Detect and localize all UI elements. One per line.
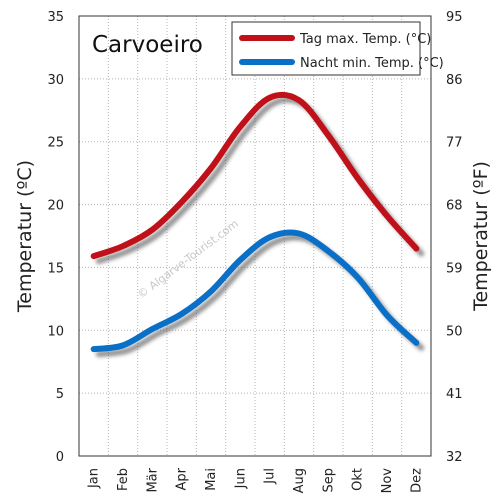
x-tick-label: Okt [351,468,366,491]
series-lines [90,91,425,358]
y-tick-label-right: 59 [446,261,463,276]
y-tick-label-right: 50 [446,324,463,339]
x-axis-ticks: Jan Feb Mär Apr Mai Jun Jul Aug Sep Okt Nov Dez [87,467,425,493]
y-axis-title-left: Temperatur (ºC) [14,160,36,313]
y-tick-label-right: 95 [446,10,463,25]
plot-frame [78,15,432,457]
legend-label-1: Tag max. Temp. (°C) [299,32,431,47]
x-tick-label: Dez [409,468,424,493]
y-tick-label-left: 30 [47,73,64,88]
y-axis-title-right: Temperatur (ºF) [470,161,492,312]
y-tick-label-left: 0 [56,450,64,465]
chart-title: Carvoeiro [92,32,203,58]
y-tick-label-left: 20 [47,199,64,214]
x-tick-label: Nov [380,468,395,494]
y-tick-label-right: 86 [446,73,463,88]
x-tick-label: Jun [233,468,248,489]
x-tick-label: Feb [116,468,131,491]
y-tick-label-left: 35 [47,10,64,25]
y-tick-label-left: 5 [56,387,64,402]
y-tick-label-right: 68 [446,199,463,214]
gridlines [79,16,431,456]
y-tick-label-right: 41 [446,387,463,402]
y-tick-label-left: 10 [47,324,64,339]
right-axis-ticks: 32 41 50 59 68 77 86 95 [446,10,463,465]
y-tick-label-left: 15 [47,261,64,276]
left-axis-ticks: 0 5 10 15 20 25 30 35 [47,10,64,465]
x-tick-label: Apr [175,467,190,490]
x-tick-label: Jan [87,468,102,489]
x-tick-label: Mai [204,468,219,491]
x-tick-label: Jul [263,468,278,485]
y-tick-label-right: 77 [446,136,463,151]
x-tick-label: Sep [321,468,336,493]
x-tick-label: Aug [292,468,307,493]
x-tick-label: Mär [145,467,160,492]
legend-box [231,21,421,76]
legend: Tag max. Temp. (°C) Nacht min. Temp. (°C) [231,21,444,76]
series-line-2 [90,229,420,353]
y-tick-label-left: 25 [47,136,64,151]
y-tick-label-right: 32 [446,450,463,465]
series-line-1 [90,91,420,260]
legend-label-2: Nacht min. Temp. (°C) [300,56,444,71]
